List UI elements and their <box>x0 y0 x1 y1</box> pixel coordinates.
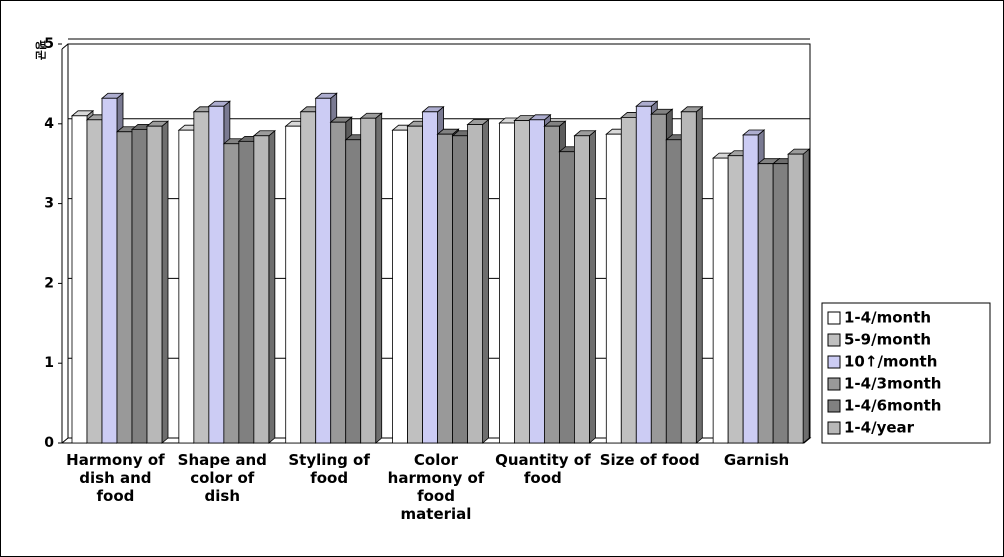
y-axis-label: 평균 <box>34 40 48 60</box>
bar <box>238 140 255 444</box>
x-tick-label: Quantity of food <box>495 451 591 487</box>
bar <box>116 131 133 444</box>
bar <box>605 133 622 444</box>
bar-side <box>268 129 276 444</box>
bar <box>392 129 408 444</box>
bar <box>499 122 515 444</box>
legend-label: 1-4/month <box>844 309 931 327</box>
y-tick-label: 2 <box>44 275 54 291</box>
bar-side <box>161 120 169 444</box>
bar <box>407 125 423 444</box>
bar <box>223 143 240 444</box>
x-tick-label: Styling of food <box>288 451 370 487</box>
bar <box>131 128 148 444</box>
bar <box>467 124 483 444</box>
legend-label: 1-4/6month <box>844 397 941 415</box>
bar <box>178 129 195 444</box>
y-tick-label: 5 <box>44 36 54 52</box>
legend-label: 1-4/3month <box>844 375 941 393</box>
x-tick-label: Size of food <box>599 451 700 469</box>
legend-swatch <box>827 355 841 369</box>
bar <box>360 117 377 444</box>
bar <box>437 133 453 444</box>
bar <box>712 157 729 444</box>
x-tick-label: Shape and color of dish <box>177 451 267 505</box>
x-tick-label: Color harmony of food material <box>387 451 485 523</box>
bar <box>727 155 744 444</box>
bar <box>665 139 682 444</box>
legend-label: 5-9/month <box>844 331 931 349</box>
legend-swatch <box>827 333 841 347</box>
bar <box>559 151 575 444</box>
bar <box>680 111 697 444</box>
bar <box>86 119 103 444</box>
legend-swatch <box>827 399 841 413</box>
y-tick-label: 4 <box>44 116 54 132</box>
bar <box>529 119 545 444</box>
bar <box>514 120 530 444</box>
legend-label: 10↑/month <box>844 353 937 371</box>
bar <box>101 97 118 444</box>
legend-swatch <box>827 377 841 391</box>
bar <box>208 105 225 444</box>
y-tick-label: 0 <box>44 435 54 451</box>
bar-side <box>802 148 810 444</box>
bar <box>300 111 317 444</box>
bar <box>772 163 789 444</box>
bar <box>452 135 468 444</box>
x-tick-label: Harmony of dish and food <box>66 451 165 505</box>
bar <box>544 125 560 444</box>
bar <box>635 105 652 444</box>
bar-side <box>695 105 703 444</box>
bar <box>574 135 590 444</box>
bar <box>742 134 759 444</box>
legend-box <box>821 302 991 444</box>
bar <box>315 97 332 444</box>
bar <box>787 153 804 444</box>
y-tick-label: 1 <box>44 355 54 371</box>
bar <box>345 139 362 444</box>
bar <box>193 111 210 444</box>
y-axis-depth <box>61 43 69 50</box>
bar-side <box>589 129 596 444</box>
bar <box>330 121 347 444</box>
bar <box>285 125 302 444</box>
bar <box>757 163 774 444</box>
legend-label: 1-4/year <box>844 419 915 437</box>
bar-side <box>482 118 489 444</box>
y-tick-label: 3 <box>44 196 54 212</box>
bar <box>422 111 438 444</box>
bar-side <box>375 112 383 444</box>
legend-swatch <box>827 311 841 325</box>
bar <box>650 113 667 444</box>
bar <box>620 117 637 444</box>
legend-swatch <box>827 421 841 435</box>
bar <box>71 115 88 444</box>
bar <box>146 125 163 444</box>
bar <box>253 135 270 444</box>
x-tick-label: Garnish <box>723 451 790 469</box>
